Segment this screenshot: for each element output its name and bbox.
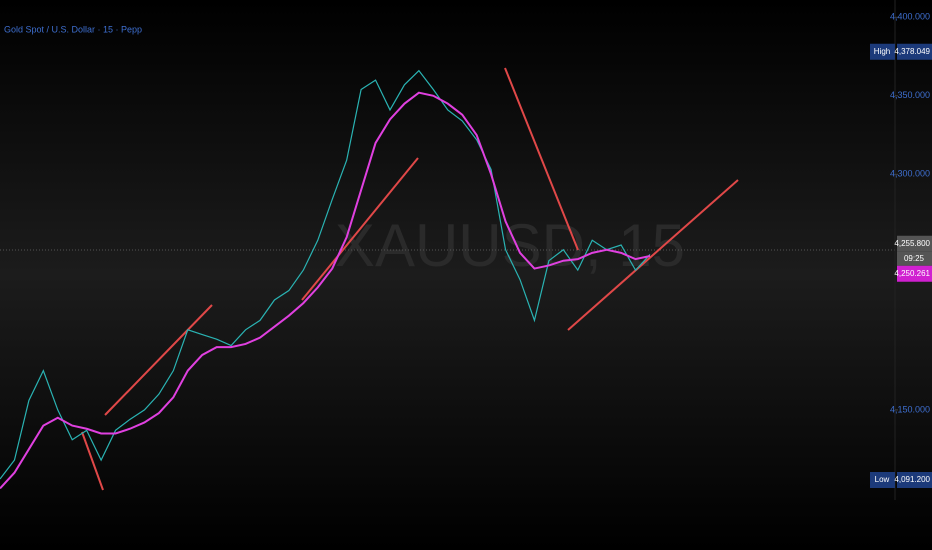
price-line: [0, 91, 651, 490]
countdown-box: [897, 251, 932, 266]
y-tick-label: 4,400.000: [890, 12, 930, 22]
price-tag-name-box: [870, 472, 895, 488]
price-tag-label: 4,250.261: [894, 269, 930, 278]
price-tag-label: 4,091.200: [894, 475, 930, 484]
y-tick-label: 4,300.000: [890, 169, 930, 179]
price-tag: [897, 43, 932, 60]
countdown: 09:25: [904, 254, 925, 263]
price-tag-name-box: [870, 43, 895, 60]
price-tag-name: Low: [875, 475, 890, 484]
price-tag-label: 4,255.800: [894, 239, 930, 248]
trend-line: [81, 431, 104, 491]
price-line: [0, 69, 651, 480]
trend-line: [504, 67, 579, 251]
trend-line: [104, 304, 213, 416]
watermark: XAUUSD, 15: [335, 212, 685, 279]
price-tag: [897, 472, 932, 488]
y-tick-label: 4,150.000: [890, 404, 930, 414]
price-tag-label: 4,378.049: [894, 47, 930, 56]
price-tag: [897, 235, 932, 252]
y-tick-label: 4,350.000: [890, 90, 930, 100]
chart-title: Gold Spot / U.S. Dollar · 15 · Pepp: [4, 24, 142, 34]
trend-line: [301, 157, 419, 301]
price-tag: [897, 265, 932, 282]
trend-line: [567, 179, 739, 331]
price-tag-name: High: [874, 47, 890, 56]
trend-lines: [81, 67, 739, 491]
